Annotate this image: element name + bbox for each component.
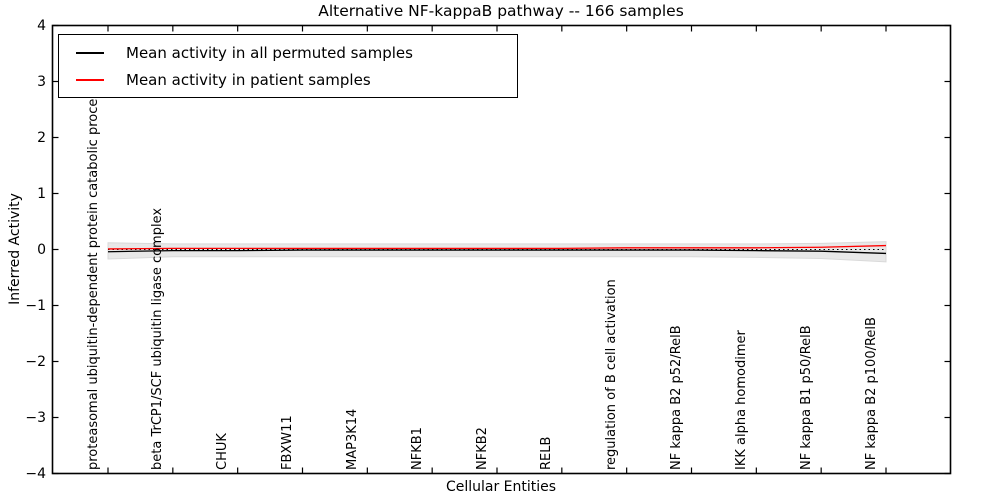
legend: Mean activity in all permuted samples Me… (58, 34, 518, 98)
patient-line-swatch (76, 78, 104, 81)
legend-entry-patient: Mean activity in patient samples (59, 71, 517, 89)
legend-entry-permuted-label: Mean activity in all permuted samples (126, 43, 413, 62)
permuted-mean-line (107, 249, 887, 255)
legend-entry-permuted: Mean activity in all permuted samples (59, 44, 517, 62)
permuted-line-swatch (76, 51, 104, 54)
legend-entry-patient-label: Mean activity in patient samples (126, 70, 371, 89)
patient-mean-line (107, 244, 887, 250)
permuted-spread-band (107, 241, 887, 263)
